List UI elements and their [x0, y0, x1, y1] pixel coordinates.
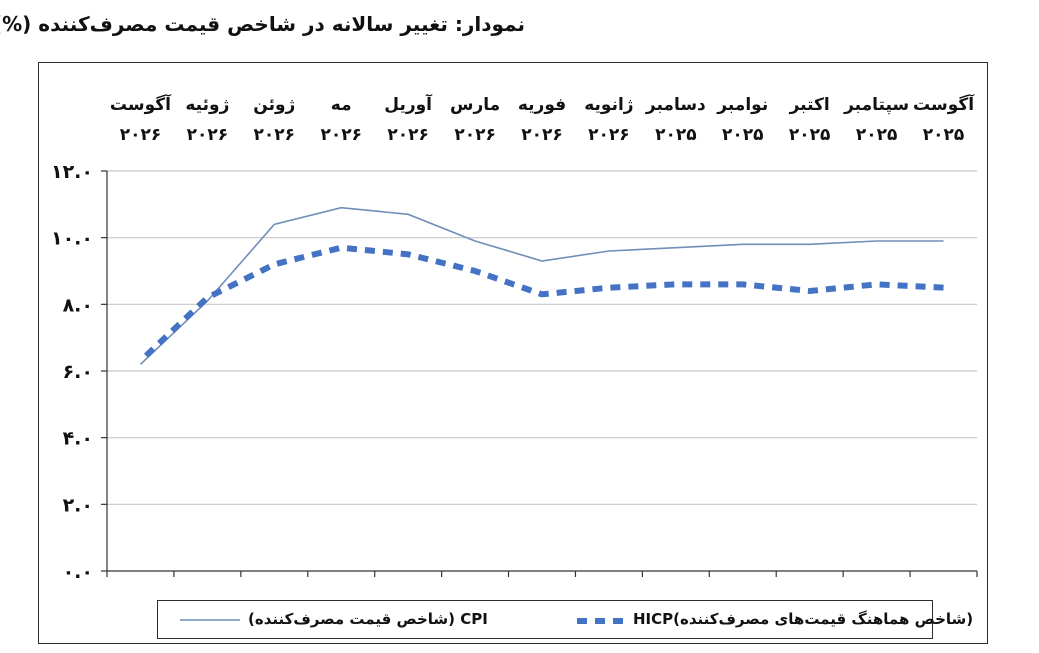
x-category-label: آوریل: [384, 93, 433, 115]
y-tick-label: ۸.۰: [63, 294, 93, 316]
x-category-label: فوریه: [518, 95, 566, 115]
x-category-year: ۲۰۲۵: [789, 125, 831, 145]
series-lines: [138, 206, 944, 365]
legend-swatches: [180, 618, 627, 624]
x-category-label: مارس: [450, 95, 500, 115]
y-tick-label: ۶.۰: [63, 361, 93, 383]
x-category-year: ۲۰۲۶: [521, 125, 563, 145]
x-category-year: ۲۰۲۶: [387, 125, 429, 145]
x-category-year: ۲۰۲۵: [722, 125, 764, 145]
x-category-label: ژانویه: [584, 95, 633, 115]
chart-title: نمودار: تغییر سالانه در شاخص قیمت مصرف‌ک…: [0, 12, 525, 36]
y-tick-label: ۱۰.۰: [51, 228, 93, 250]
x-category-year: ۲۰۲۶: [454, 125, 496, 145]
x-category-label: نوامبر: [716, 95, 768, 115]
x-category-year: ۲۰۲۵: [856, 125, 898, 145]
x-category-year: ۲۰۲۶: [254, 125, 296, 145]
series-line-cpi: [139, 206, 944, 365]
x-category-label: دسامبر: [645, 95, 706, 115]
x-category-year: ۲۰۲۶: [320, 125, 362, 145]
x-category-year: ۲۰۲۶: [120, 125, 162, 145]
gridlines: [107, 170, 977, 505]
x-category-year: ۲۰۲۶: [588, 125, 630, 145]
y-axis: ۰.۰ ۲.۰ ۴.۰ ۶.۰ ۸.۰ ۱۰.۰ ۱۲.۰: [51, 161, 108, 583]
series-line-hicp: [138, 244, 944, 364]
y-tick-label: ۱۲.۰: [51, 161, 93, 183]
x-category-label: سپتامبر: [843, 95, 909, 115]
legend-label-cpi: (شاخص قیمت مصرف‌کننده) CPI: [248, 610, 488, 628]
x-category-year: ۲۰۲۵: [655, 125, 697, 145]
x-category-label: آگوست: [913, 93, 975, 115]
x-category-label: ژوئیه: [185, 95, 229, 115]
y-tick-label: ۲.۰: [63, 494, 93, 516]
x-category-label: آگوست: [110, 93, 172, 115]
x-category-label: اکتبر: [789, 95, 830, 115]
y-tick-label: ۴.۰: [63, 428, 93, 450]
legend: (شاخص قیمت مصرف‌کننده) CPI HICP(شاخص هما…: [157, 600, 973, 639]
x-category-label: مه: [331, 95, 352, 115]
legend-label-hicp: HICP(شاخص هماهنگ قیمت‌های مصرف‌کننده): [633, 610, 974, 628]
x-category-year: ۲۰۲۶: [187, 125, 229, 145]
x-category-year: ۲۰۲۵: [923, 125, 965, 145]
chart-frame: [38, 62, 988, 644]
y-tick-label: ۰.۰: [63, 561, 93, 583]
x-axis: آگوست ۲۰۲۵ سپتامبر ۲۰۲۵ اکتبر ۲۰۲۵ نوامبر ۲۰۲۵ د…: [106, 93, 978, 577]
x-category-label: ژوئن: [253, 95, 295, 115]
